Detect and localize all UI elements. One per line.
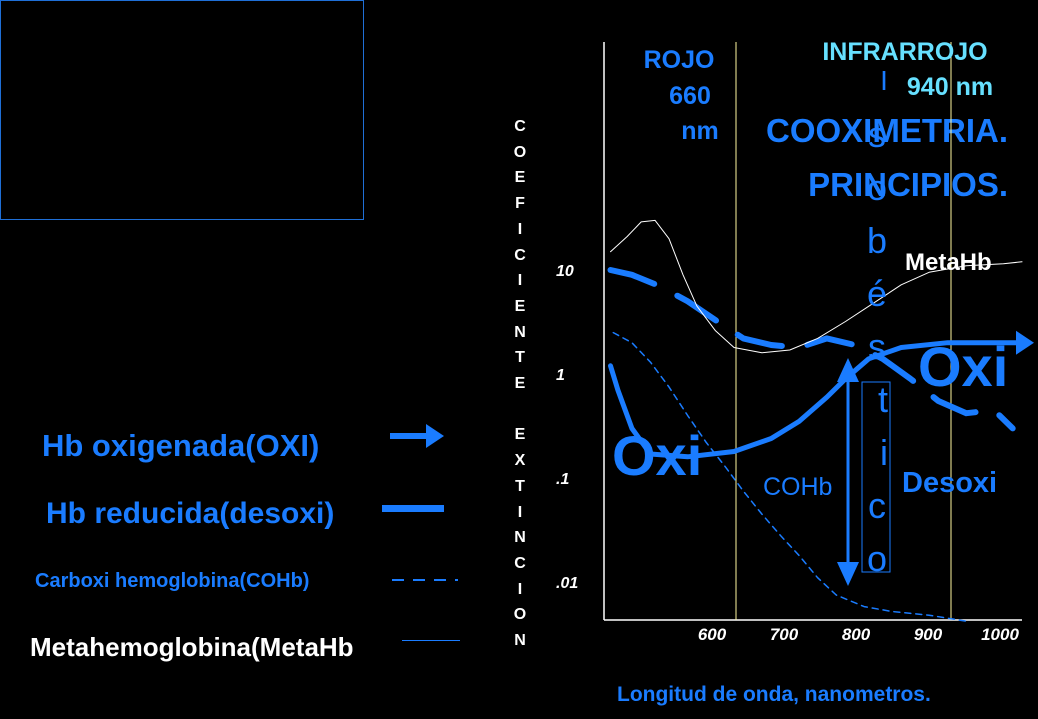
- legend-desoxi-label: Hb reducida(desoxi): [46, 497, 335, 530]
- title-line-1: COOXIMETRIA.: [765, 112, 1008, 149]
- legend-metahb-swatch: [402, 640, 460, 641]
- isosbestic-char: i: [880, 432, 888, 473]
- rojo-label: nm: [681, 117, 719, 145]
- annotation-oxi_right: Oxi: [918, 335, 1008, 398]
- y-axis-label-char: I: [517, 503, 523, 521]
- x-tick-label: 900: [914, 625, 943, 644]
- isosbestic-char: o: [867, 538, 887, 579]
- infrarrojo-label: INFRARROJO: [822, 38, 987, 66]
- rojo-label: ROJO: [644, 46, 715, 74]
- isosbestic-char: é: [867, 273, 887, 314]
- isosbestic-char: s: [868, 326, 886, 367]
- y-axis-label-char: E: [514, 169, 526, 187]
- isosbestic-char: s: [868, 114, 886, 155]
- y-axis-label-char: E: [514, 297, 526, 315]
- legend-cohb-swatch: [392, 570, 458, 588]
- y-axis-label-char: I: [517, 580, 523, 598]
- isosbestic-char: b: [867, 220, 887, 261]
- y-axis-label-char: F: [515, 195, 525, 213]
- oxi-arrow-head: [1016, 330, 1034, 355]
- y-axis-label-char: N: [514, 632, 526, 649]
- y-axis-label-char: E: [514, 426, 526, 444]
- x-tick-label: 700: [770, 625, 799, 644]
- series-metahb: [610, 219, 1023, 354]
- isosbestic-char: c: [868, 485, 886, 526]
- annotation-oxi_left: Oxi: [612, 424, 702, 487]
- legend-metahb-label: Metahemoglobina(MetaHb: [30, 632, 354, 662]
- annotation-metahb: MetaHb: [905, 249, 992, 276]
- y-axis-label-char: C: [514, 118, 526, 135]
- legend-oxi-label: Hb oxigenada(OXI): [42, 428, 320, 463]
- y-axis-label-char: X: [514, 452, 526, 470]
- title-box: COOXIMETRIA. PRINCIPIOS.: [0, 0, 1008, 220]
- rojo-label: 660: [669, 82, 711, 110]
- y-tick-label: 10: [556, 263, 574, 280]
- y-axis-label-char: T: [515, 349, 525, 367]
- y-tick-label: .01: [556, 575, 578, 592]
- y-axis-label-char: T: [515, 477, 525, 495]
- y-axis-label-char: O: [513, 606, 527, 624]
- y-axis-label-char: I: [517, 272, 523, 290]
- isosbestic-box: [861, 381, 891, 573]
- legend-cohb-label: Carboxi hemoglobina(COHb): [35, 570, 310, 592]
- y-axis-label-char: N: [514, 323, 526, 341]
- legend-desoxi-swatch: [382, 505, 444, 512]
- title-line-2: PRINCIPIOS.: [808, 166, 1008, 203]
- x-axis-label: Longitud de onda, nanometros.: [617, 683, 931, 706]
- isosbestic-arrow-down: [837, 562, 859, 586]
- x-tick-label: 600: [698, 625, 727, 644]
- arrow-icon: [390, 424, 444, 448]
- y-axis-label-char: I: [517, 220, 523, 238]
- y-tick-label: .1: [556, 471, 569, 488]
- y-tick-label: 1: [556, 367, 565, 384]
- annotation-desoxi: Desoxi: [902, 467, 997, 499]
- y-axis-label-char: O: [513, 143, 527, 161]
- y-axis-label-char: E: [514, 375, 526, 392]
- y-axis-label-char: C: [514, 246, 526, 264]
- series-oxi: [608, 340, 1025, 460]
- isosbestic-char: o: [867, 167, 887, 208]
- isosbestic-char: I: [880, 65, 888, 96]
- x-tick-label: 1000: [981, 625, 1019, 644]
- x-tick-label: 800: [842, 625, 871, 644]
- infrarrojo-label: 940 nm: [907, 73, 993, 101]
- series-cohb: [612, 331, 968, 622]
- series-desoxi: [607, 267, 1016, 432]
- y-axis-label-char: C: [514, 554, 526, 572]
- isosbestic-arrow-up: [837, 358, 859, 382]
- isosbestic-char: t: [878, 379, 888, 420]
- annotation-cohb: COHb: [763, 473, 832, 501]
- legend-oxi-arrow: [388, 420, 448, 457]
- y-axis-label-char: N: [514, 529, 526, 547]
